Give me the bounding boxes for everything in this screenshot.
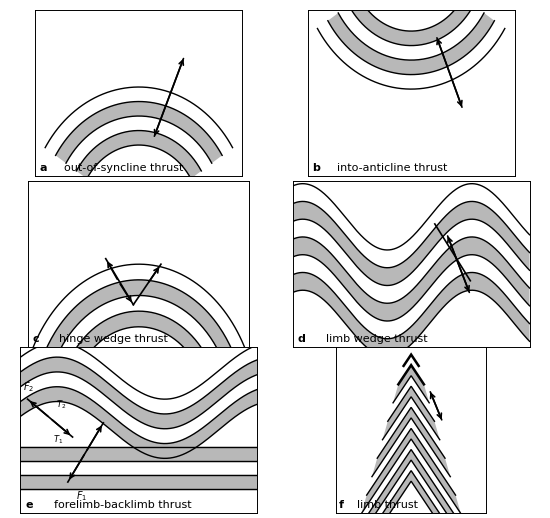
Text: e: e xyxy=(25,499,32,510)
Text: out-of-syncline thrust: out-of-syncline thrust xyxy=(64,163,184,173)
Text: limb thrust: limb thrust xyxy=(357,499,418,510)
Polygon shape xyxy=(372,407,450,477)
Polygon shape xyxy=(35,280,243,390)
Polygon shape xyxy=(20,357,257,429)
Text: into-anticline thrust: into-anticline thrust xyxy=(337,163,447,173)
Text: $T_2$: $T_2$ xyxy=(56,398,66,411)
Text: forelimb-backlimb thrust: forelimb-backlimb thrust xyxy=(54,499,191,510)
Polygon shape xyxy=(393,365,429,403)
Polygon shape xyxy=(382,386,440,440)
Polygon shape xyxy=(351,450,471,518)
Text: c: c xyxy=(33,334,40,344)
Polygon shape xyxy=(340,471,482,518)
Text: d: d xyxy=(298,334,305,344)
Text: a: a xyxy=(40,163,47,173)
Text: $F_2$: $F_2$ xyxy=(23,381,34,394)
Polygon shape xyxy=(76,131,201,179)
Polygon shape xyxy=(56,102,222,163)
Text: $F_1$: $F_1$ xyxy=(76,489,87,503)
Polygon shape xyxy=(20,387,257,458)
Polygon shape xyxy=(328,13,494,75)
Text: limb wedge thrust: limb wedge thrust xyxy=(326,334,427,344)
Polygon shape xyxy=(293,202,530,285)
Polygon shape xyxy=(349,0,474,46)
Text: f: f xyxy=(339,499,344,510)
Text: $T_1$: $T_1$ xyxy=(53,433,63,445)
Text: hinge wedge thrust: hinge wedge thrust xyxy=(59,334,168,344)
Text: b: b xyxy=(312,163,320,173)
Polygon shape xyxy=(361,428,461,513)
Polygon shape xyxy=(58,311,220,397)
Polygon shape xyxy=(293,237,530,321)
Polygon shape xyxy=(293,272,530,356)
